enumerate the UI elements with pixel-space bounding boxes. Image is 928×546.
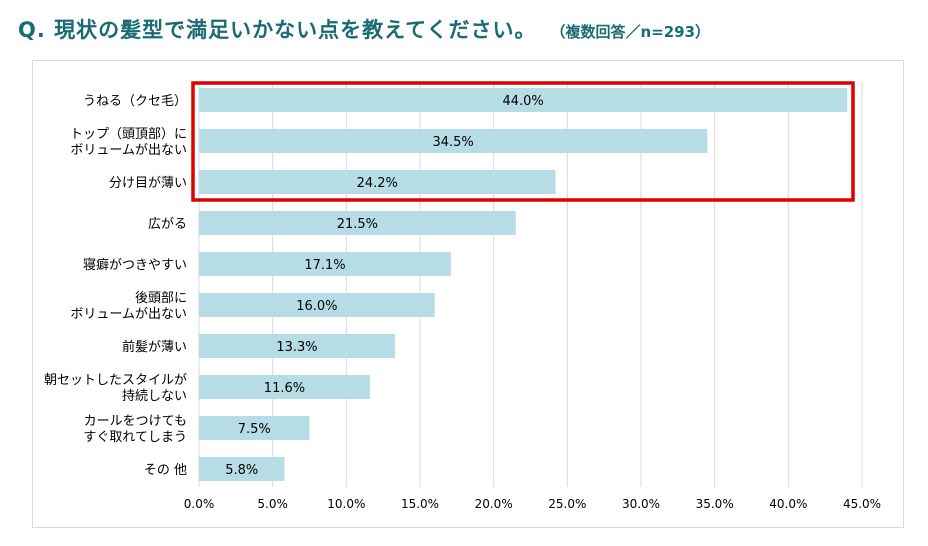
x-tick-label-0: 0.0% <box>184 497 215 511</box>
bar-2 <box>199 170 556 194</box>
value-label-4: 17.1% <box>304 258 345 273</box>
x-tick-label-9: 45.0% <box>843 497 881 511</box>
bar-7 <box>199 375 370 399</box>
category-label-9-0: その 他 <box>144 463 187 478</box>
x-tick-label-1: 5.0% <box>257 497 288 511</box>
bar-8 <box>199 416 310 440</box>
value-label-1: 34.5% <box>432 135 473 150</box>
chart-header: Q. 現状の髪型で満足いかない点を教えてください。 （複数回答／n=293） <box>18 14 710 50</box>
bar-6 <box>199 334 395 358</box>
x-tick-label-4: 20.0% <box>475 497 513 511</box>
value-label-7: 11.6% <box>264 381 305 396</box>
value-label-0: 44.0% <box>502 94 543 109</box>
value-label-3: 21.5% <box>337 217 378 232</box>
category-label-7-0: 朝セットしたスタイルが <box>44 373 187 388</box>
value-label-5: 16.0% <box>296 299 337 314</box>
bar-9 <box>199 457 285 481</box>
category-label-1-0: トップ（頭頂部）に <box>70 127 187 142</box>
value-label-9: 5.8% <box>225 463 258 478</box>
question-title: Q. 現状の髪型で満足いかない点を教えてください。 <box>18 18 537 42</box>
category-label-2-0: 分け目が薄い <box>109 176 187 191</box>
x-tick-label-6: 30.0% <box>622 497 660 511</box>
highlight-box <box>191 81 855 202</box>
bar-3 <box>199 211 516 235</box>
value-label-8: 7.5% <box>238 422 271 437</box>
bar-0 <box>199 88 848 112</box>
value-label-6: 13.3% <box>276 340 317 355</box>
sample-size-note: （複数回答／n=293） <box>550 23 711 41</box>
category-label-5-0: 後頭部に <box>135 291 187 306</box>
x-tick-label-5: 25.0% <box>548 497 586 511</box>
category-label-7-1: 持続しない <box>122 389 187 404</box>
bar-5 <box>199 293 435 317</box>
x-tick-label-8: 40.0% <box>769 497 807 511</box>
category-label-6-0: 前髪が薄い <box>122 339 187 355</box>
category-label-8-1: すぐ取れてしまう <box>83 430 187 445</box>
category-label-1-1: ボリュームが出ない <box>70 143 187 158</box>
chart-frame <box>32 60 904 528</box>
x-tick-label-7: 35.0% <box>696 497 734 511</box>
category-label-0-0: うねる（クセ毛） <box>83 94 187 109</box>
category-label-8-0: カールをつけても <box>84 414 187 429</box>
bar-4 <box>199 252 451 276</box>
category-label-5-1: ボリュームが出ない <box>70 307 187 322</box>
value-label-2: 24.2% <box>357 176 398 191</box>
category-label-3-0: 広がる <box>148 217 187 232</box>
x-tick-label-3: 15.0% <box>401 497 439 511</box>
x-tick-label-2: 10.0% <box>327 497 365 511</box>
category-label-4-0: 寝癖がつきやすい <box>83 257 187 273</box>
bar-1 <box>199 129 708 153</box>
